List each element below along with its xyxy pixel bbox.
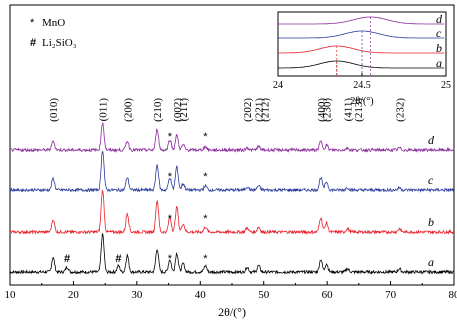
peak-labels: (010) (011) (200) (210) (002)(211) (202) (221)…: [48, 98, 406, 122]
trace-label-d: d: [428, 133, 435, 147]
x-tick-label: 50: [258, 289, 270, 301]
legend-symbol-mno: *: [30, 17, 35, 29]
legend-symbol-li2sio3: #: [30, 37, 36, 49]
peak-label: (411): [342, 98, 354, 122]
peak-label: (400): [316, 98, 328, 122]
legend-label-mno: MnO: [42, 17, 65, 29]
inset-x-axis-label: 2θ/(°): [350, 96, 373, 107]
inset-x-tick-label: 24.5: [353, 80, 371, 91]
peak-marker: #: [115, 253, 121, 265]
inset-trace-label-b: b: [436, 41, 442, 55]
peak-marker: *: [168, 171, 173, 183]
peak-label: (232): [394, 98, 406, 122]
trace-label-a: a: [428, 255, 434, 269]
peak-label: (213): [353, 98, 365, 122]
trace-label-b: b: [428, 215, 434, 229]
traces: [9, 121, 455, 275]
peak-label: (212): [259, 98, 271, 122]
trace-labels: a b c d: [428, 133, 435, 269]
x-axis: 10 20 30 40 50 60 70 80: [5, 281, 457, 301]
peak-label: (002): [172, 98, 184, 122]
inset-trace-label-a: a: [436, 56, 442, 70]
inset-line-d: [278, 16, 445, 25]
series-line-b: [9, 190, 455, 235]
trace-label-c: c: [428, 173, 434, 187]
peak-label: (202): [242, 98, 254, 122]
x-tick-label: 10: [5, 289, 17, 301]
peak-marker: *: [203, 253, 208, 265]
series-line-d: [9, 121, 455, 153]
inset-x-tick-label: 24: [273, 80, 283, 91]
peak-label: (211): [178, 98, 190, 122]
series-line-c: [9, 150, 455, 193]
peak-marker: #: [64, 253, 70, 265]
inset-axis: 24 24.5 25: [273, 73, 451, 91]
inset-line-a: [278, 60, 445, 69]
legend: * MnO # Li₂SiO₃: [30, 17, 77, 49]
peak-label: (221): [254, 98, 266, 122]
peak-label: (230): [322, 98, 334, 122]
x-tick-label: 80: [449, 289, 457, 301]
peak-marker: *: [203, 131, 208, 143]
peak-marker: *: [168, 131, 173, 143]
peak-label: (010): [48, 98, 60, 122]
peak-marker: *: [203, 213, 208, 225]
peak-label: (011): [98, 98, 110, 122]
peak-label: (200): [122, 98, 134, 122]
peak-marker: *: [168, 253, 173, 265]
peak-marker: *: [203, 171, 208, 183]
peak-marker: *: [168, 213, 173, 225]
inset-line-b: [278, 45, 445, 54]
x-axis-label: 2θ/(°): [218, 305, 246, 319]
x-tick-label: 40: [195, 289, 207, 301]
x-tick-label: 30: [131, 289, 143, 301]
inset-trace-label-c: c: [436, 26, 442, 40]
x-tick-label: 70: [385, 289, 397, 301]
inset-x-tick-label: 25: [441, 80, 451, 91]
inset-line-c: [278, 30, 445, 39]
x-tick-label: 20: [68, 289, 80, 301]
peak-label: (210): [152, 98, 164, 122]
series-line-a: [9, 233, 455, 275]
x-tick-label: 60: [322, 289, 334, 301]
legend-label-li2sio3: Li₂SiO₃: [42, 37, 77, 49]
inset-trace-label-d: d: [436, 12, 443, 26]
series-markers: # # * * * * * * * *: [64, 131, 208, 265]
